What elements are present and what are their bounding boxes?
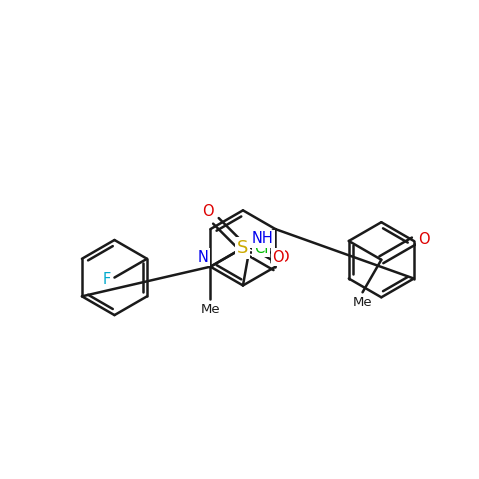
Text: Me: Me [353, 296, 372, 309]
Text: F: F [102, 272, 111, 287]
Text: O: O [277, 250, 289, 265]
Text: N: N [197, 250, 208, 265]
Text: Me: Me [201, 303, 220, 316]
Text: NH: NH [252, 231, 274, 246]
Text: S: S [237, 239, 249, 257]
Text: Cl: Cl [254, 241, 268, 256]
Text: O: O [272, 250, 284, 265]
Text: O: O [202, 204, 214, 219]
Text: O: O [418, 231, 430, 247]
